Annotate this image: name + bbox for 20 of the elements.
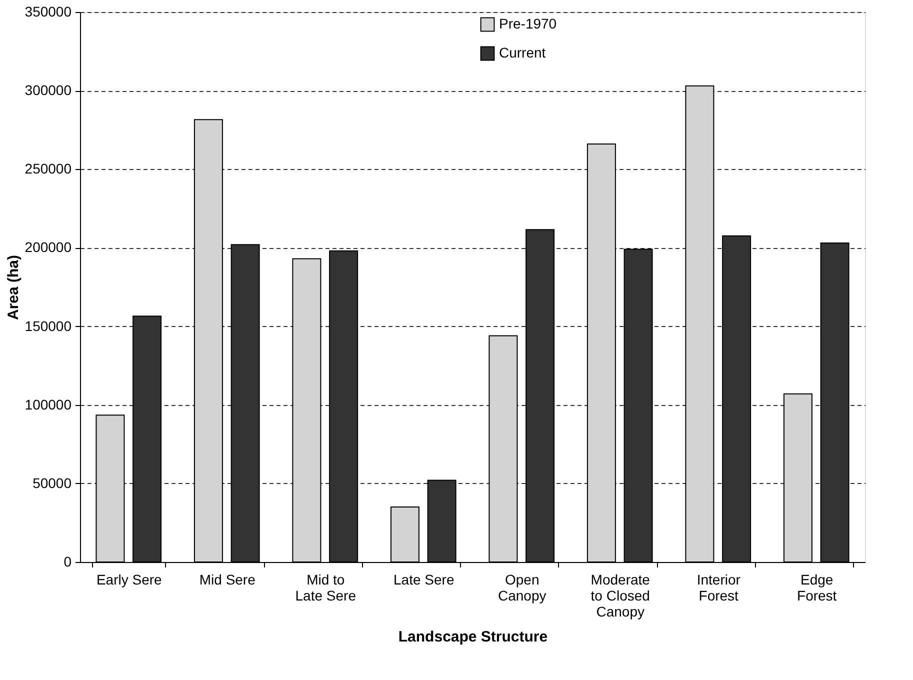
legend-label: Pre-1970	[499, 16, 557, 32]
x-tick-label: Mid to Late Sere	[295, 572, 356, 604]
y-axis-title: Area (ha)	[4, 254, 22, 320]
y-tick-label: 0	[64, 554, 72, 570]
y-tick-label: 250000	[24, 160, 72, 177]
x-tick-label: Interior Forest	[696, 572, 741, 604]
x-tick-label: Edge Forest	[797, 572, 837, 604]
y-tick-label: 150000	[24, 318, 72, 334]
legend-label: Current	[499, 44, 546, 60]
y-tick-label: 100000	[24, 396, 72, 412]
y-tick-label: 50000	[32, 474, 72, 491]
x-axis-title: Landscape Structure	[398, 628, 548, 646]
x-tick-label: Mid Sere	[199, 572, 256, 588]
x-tick-label: Early Sere	[96, 572, 162, 588]
y-tick-label: 350000	[24, 4, 72, 20]
y-tick-label: 300000	[24, 82, 72, 98]
y-tick-label: 200000	[24, 239, 72, 256]
x-tick-label: Late Sere	[394, 572, 454, 588]
x-tick-label: Open Canopy	[498, 572, 546, 604]
x-tick-label: Moderate to Closed Canopy	[590, 572, 650, 620]
